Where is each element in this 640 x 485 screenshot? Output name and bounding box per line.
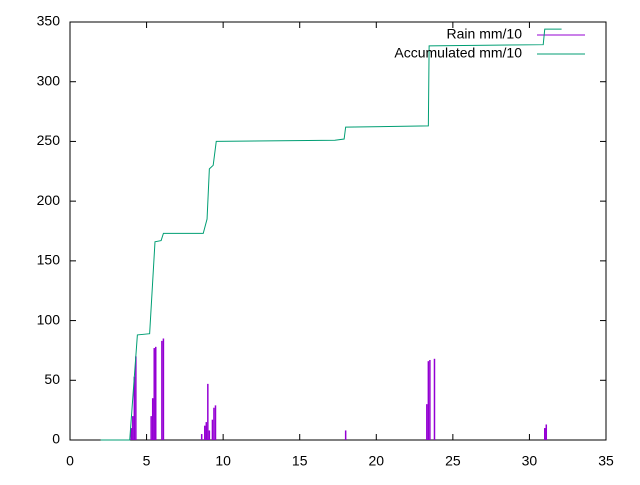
x-tick-label: 30	[522, 453, 538, 469]
y-tick-label: 0	[52, 431, 60, 447]
legend-label: Rain mm/10	[447, 26, 523, 42]
x-tick-label: 5	[143, 453, 151, 469]
y-tick-label: 250	[37, 132, 61, 148]
x-tick-label: 15	[292, 453, 308, 469]
legend-label: Accumulated mm/10	[394, 45, 522, 61]
x-tick-label: 25	[445, 453, 461, 469]
x-tick-label: 10	[215, 453, 231, 469]
y-tick-label: 50	[44, 371, 60, 387]
y-tick-label: 100	[37, 311, 61, 327]
plot-border	[69, 21, 607, 441]
x-tick-label: 0	[66, 453, 74, 469]
y-tick-label: 350	[37, 13, 61, 29]
x-tick-label: 20	[368, 453, 384, 469]
y-tick-label: 150	[37, 252, 61, 268]
x-tick-label: 35	[598, 453, 614, 469]
accumulated-line	[100, 28, 562, 441]
y-tick-label: 200	[37, 192, 61, 208]
y-tick-label: 300	[37, 72, 61, 88]
